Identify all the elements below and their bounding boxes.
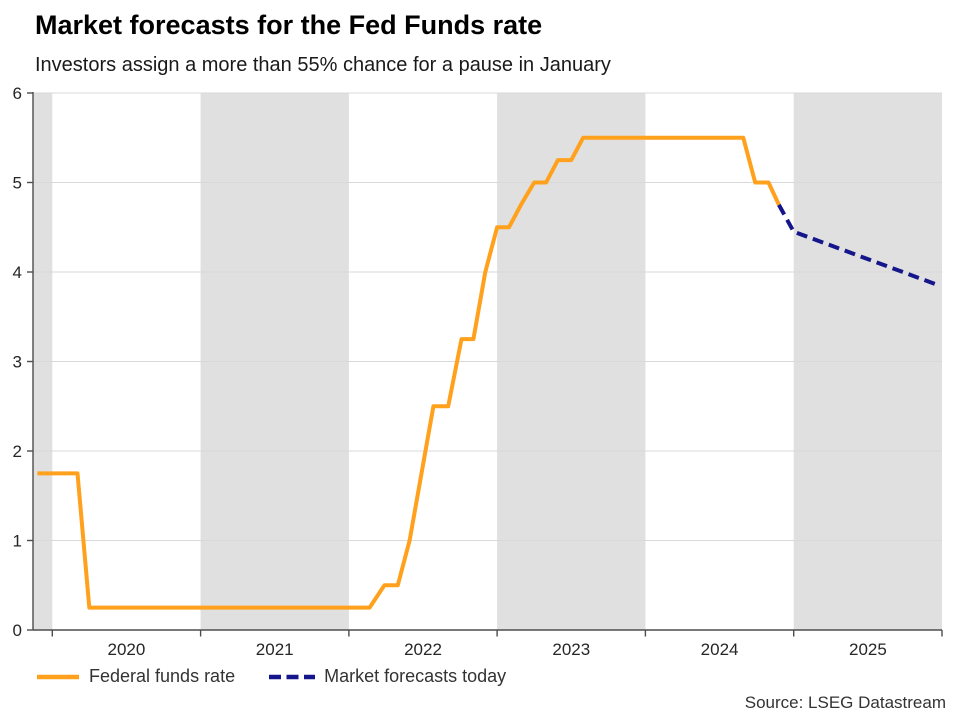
y-tick-label: 2 — [13, 442, 22, 461]
legend-label-forecast: Market forecasts today — [324, 666, 507, 686]
legend-label-federal-funds: Federal funds rate — [89, 666, 236, 686]
x-tick-label: 2022 — [404, 640, 442, 659]
chart-legend: Federal funds rate Market forecasts toda… — [36, 666, 506, 687]
dashed-line-swatch-icon — [269, 674, 316, 679]
x-tick-label: 2024 — [701, 640, 739, 659]
x-tick-label: 2021 — [256, 640, 294, 659]
x-tick-label: 2023 — [552, 640, 590, 659]
legend-item-federal-funds: Federal funds rate — [36, 666, 235, 687]
y-tick-label: 0 — [13, 621, 22, 640]
federal-funds-rate-line — [37, 135, 781, 610]
legend-item-forecast: Market forecasts today — [269, 666, 506, 687]
solid-line-swatch-icon — [37, 674, 79, 679]
chart-subtitle: Investors assign a more than 55% chance … — [35, 54, 611, 76]
market-forecast-dashed-line — [777, 203, 940, 288]
x-tick-label: 2025 — [849, 640, 887, 659]
y-tick-label: 4 — [13, 263, 22, 282]
source-attribution: Source: LSEG Datastream — [744, 693, 946, 712]
y-tick-label: 5 — [13, 174, 22, 193]
page-title: Market forecasts for the Fed Funds rate — [35, 10, 543, 40]
y-tick-label: 3 — [13, 353, 22, 372]
y-tick-label: 1 — [13, 532, 22, 551]
x-tick-label: 2020 — [107, 640, 145, 659]
y-tick-label: 6 — [13, 84, 22, 103]
